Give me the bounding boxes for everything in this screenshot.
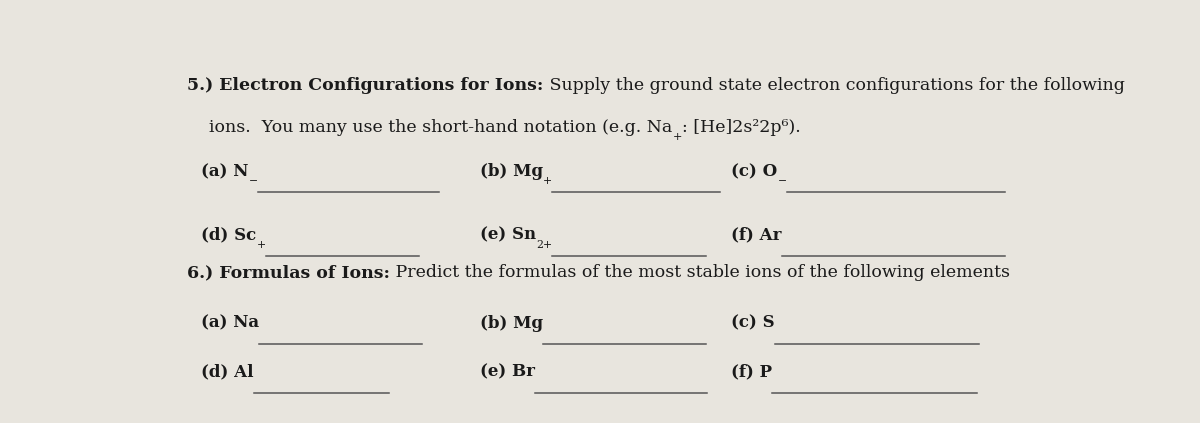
Text: : [He]2s²2p⁶).: : [He]2s²2p⁶). bbox=[682, 119, 800, 136]
Text: Predict the formulas of the most stable ions of the following elements: Predict the formulas of the most stable … bbox=[390, 264, 1010, 281]
Text: +: + bbox=[544, 176, 552, 186]
Text: Supply the ground state electron configurations for the following: Supply the ground state electron configu… bbox=[544, 77, 1124, 94]
Text: (f) Ar: (f) Ar bbox=[731, 227, 781, 244]
Text: +: + bbox=[672, 132, 682, 142]
Text: (c) S: (c) S bbox=[731, 315, 775, 332]
Text: (d) Al: (d) Al bbox=[202, 363, 253, 380]
Text: 6.) Formulas of Ions:: 6.) Formulas of Ions: bbox=[187, 264, 390, 281]
Text: (d) Sc: (d) Sc bbox=[202, 227, 257, 244]
Text: (b) Mg: (b) Mg bbox=[480, 163, 544, 180]
Text: ions.  You many use the short-hand notation (e.g. Na: ions. You many use the short-hand notati… bbox=[187, 119, 672, 136]
Text: (a) N: (a) N bbox=[202, 163, 248, 180]
Text: (c) O: (c) O bbox=[731, 163, 778, 180]
Text: (b) Mg: (b) Mg bbox=[480, 315, 544, 332]
Text: (e) Sn: (e) Sn bbox=[480, 227, 536, 244]
Text: (e) Br: (e) Br bbox=[480, 363, 535, 380]
Text: (a) Na: (a) Na bbox=[202, 315, 259, 332]
Text: −: − bbox=[778, 176, 787, 186]
Text: 2+: 2+ bbox=[536, 240, 552, 250]
Text: 5.) Electron Configurations for Ions:: 5.) Electron Configurations for Ions: bbox=[187, 77, 544, 94]
Text: −: − bbox=[248, 176, 258, 186]
Text: (f) P: (f) P bbox=[731, 363, 773, 380]
Text: +: + bbox=[257, 240, 265, 250]
